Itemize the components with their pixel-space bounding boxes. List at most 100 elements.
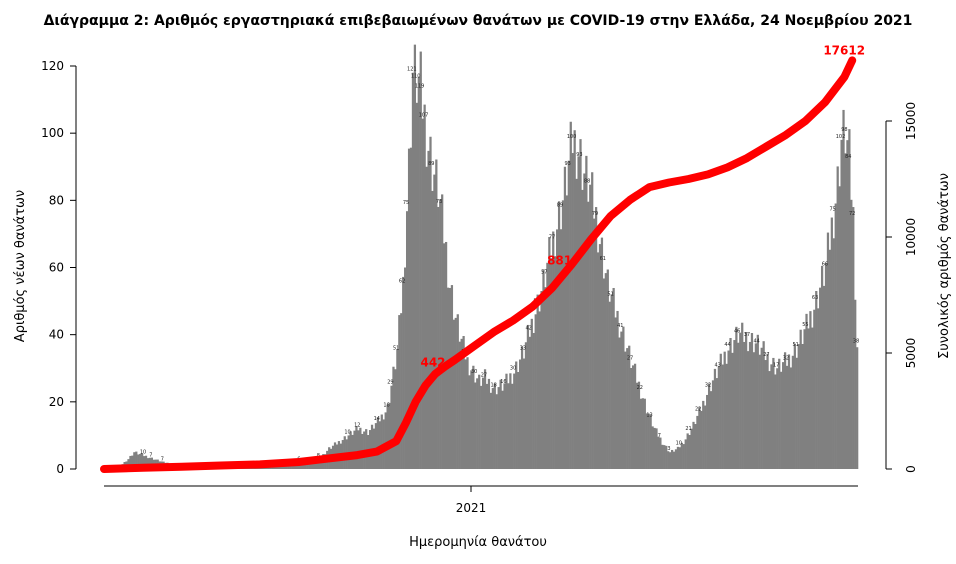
bar-value-label: 51 [393,346,399,352]
bar [630,367,633,469]
bar [850,199,853,470]
bar [565,195,568,469]
bar [466,357,469,469]
bar [795,357,798,469]
bar [672,451,676,469]
bar [507,383,510,469]
bar [538,311,541,469]
bar-value-label: 33 [520,346,526,352]
bar [497,387,500,469]
bar-value-label: 62 [399,278,405,284]
bar [723,351,726,469]
bar [813,309,816,469]
bar [135,451,138,469]
bar [472,365,475,469]
bar [462,336,465,469]
bar-value-label: 16 [383,403,389,409]
bar [729,338,732,469]
bar [764,360,767,469]
bar [396,349,399,469]
bar [762,341,765,469]
bar [844,153,847,469]
bar [610,294,613,469]
bar [717,366,720,469]
bar [478,374,481,469]
x-axis-tick-label: 2021 [456,501,487,515]
bar [760,347,763,469]
bar-value-label: 37 [744,332,750,338]
bar [532,332,535,469]
bar-value-label: 110 [411,73,421,79]
bar [836,166,839,469]
bar-value-label: 84 [845,154,851,160]
bar [622,326,625,469]
bar-value-label: 89 [557,202,563,208]
bar [702,400,705,469]
bar [411,72,415,469]
annotation-label: 881 [547,254,572,268]
bar-value-label: 107 [419,113,429,119]
bar [745,332,748,469]
bar-value-label: 93 [565,161,571,167]
bar [518,359,522,469]
bar [707,383,711,469]
bar [483,369,487,469]
y-axis-label: Αριθμός νέων θανάτων [13,190,28,342]
bar [433,174,436,469]
bar [754,343,757,469]
bar-value-label: 41 [617,323,623,329]
bar [641,398,644,469]
bar [711,380,715,469]
bar [528,336,531,469]
bar-value-label: 32 [783,356,789,362]
bar [557,201,561,470]
bar [678,447,681,469]
bar [542,269,545,469]
bar [600,237,604,469]
bar [150,457,154,469]
left-axis-tick-label: 0 [56,462,64,476]
annotation-layer: 442 881 17612 [420,43,865,369]
bar [785,365,789,469]
bar [645,413,648,469]
bar [793,343,796,469]
bar [783,352,787,469]
bar [349,431,352,469]
bar [493,383,496,469]
bar [780,371,783,469]
bar-value-label: 13 [646,413,652,419]
bar [748,341,752,469]
bar [569,121,572,469]
bar-value-label: 42 [526,325,532,331]
bar-value-label: 75 [403,200,409,206]
annotation-label: 442 [420,356,445,370]
bar [392,366,395,469]
bar [608,301,611,469]
bar [846,140,849,469]
bar [485,383,489,469]
bar [770,364,773,469]
bar [725,363,728,469]
bar-value-label: 55 [802,322,808,328]
bar [353,430,356,469]
bar [398,315,401,469]
bar [612,287,615,469]
bar [700,410,703,469]
bar [628,345,631,469]
bar [374,423,378,469]
bar-value-label: 93 [576,152,582,158]
bar [840,139,843,469]
bar-value-label: 29 [387,380,393,386]
bar-value-label: 75 [830,207,836,213]
bar [515,361,518,469]
right-axis-tick-label: 0 [904,465,918,473]
bar-value-label: 17 [773,362,779,368]
bar [682,444,685,469]
bar [606,269,609,469]
bar [820,265,824,469]
bar [842,109,845,470]
bar [651,426,654,469]
bar [819,287,822,469]
bar [655,428,658,469]
